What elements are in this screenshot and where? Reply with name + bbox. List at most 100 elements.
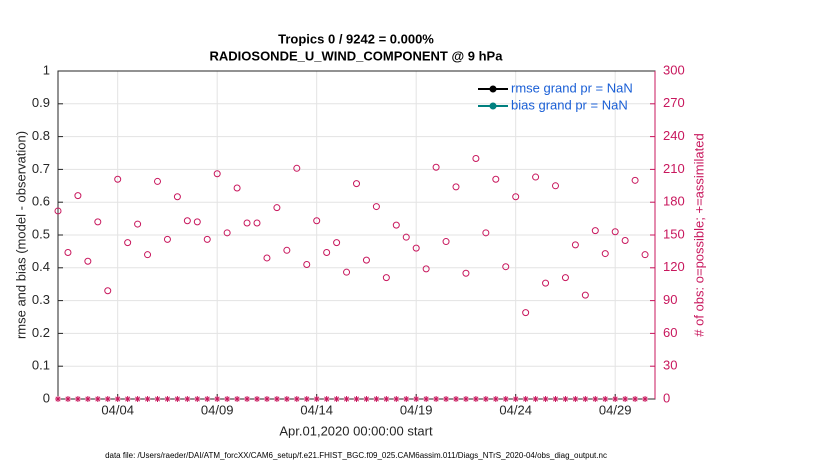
- obs-marker: [283, 246, 291, 254]
- assim-marker: [433, 396, 440, 402]
- y2-tick-label: 270: [663, 95, 685, 110]
- assim-marker: [472, 396, 479, 402]
- y2-tick-label: 0: [663, 390, 670, 405]
- y-tick-label: 0.4: [32, 259, 50, 274]
- assim-marker: [244, 396, 251, 402]
- assim-marker: [443, 396, 450, 402]
- assim-marker: [383, 396, 390, 402]
- obs-marker: [591, 227, 599, 235]
- assim-marker: [273, 396, 280, 402]
- y-tick-label: 0.6: [32, 194, 50, 209]
- assim-marker: [572, 396, 579, 402]
- obs-marker: [94, 218, 102, 226]
- y-tick-label: 0.8: [32, 128, 50, 143]
- obs-marker: [144, 251, 152, 259]
- assim-marker: [283, 396, 290, 402]
- assim-marker: [393, 396, 400, 402]
- assim-marker: [74, 396, 81, 402]
- assim-marker: [174, 396, 181, 402]
- obs-marker: [124, 239, 132, 247]
- assim-marker: [263, 396, 270, 402]
- assim-marker: [492, 396, 499, 402]
- obs-marker: [502, 263, 510, 271]
- assim-marker: [164, 396, 171, 402]
- assim-marker: [154, 396, 161, 402]
- obs-marker: [532, 173, 540, 181]
- legend-marker: [489, 85, 497, 93]
- assim-marker: [333, 396, 340, 402]
- assim-marker: [423, 396, 430, 402]
- assim-marker: [642, 396, 649, 402]
- y2-tick-label: 210: [663, 161, 685, 176]
- assim-marker: [462, 396, 469, 402]
- assim-marker: [602, 396, 609, 402]
- assim-marker: [632, 396, 639, 402]
- assim-marker: [55, 396, 61, 402]
- obs-marker: [163, 235, 171, 243]
- assim-marker: [512, 396, 519, 402]
- obs-marker: [173, 193, 181, 201]
- y2-tick-label: 90: [663, 292, 677, 307]
- assim-marker: [363, 396, 370, 402]
- x-tick-label: 04/04: [101, 402, 134, 417]
- obs-marker: [64, 248, 72, 256]
- obs-marker: [223, 229, 231, 237]
- obs-marker: [462, 269, 470, 277]
- obs-marker: [601, 250, 609, 258]
- assim-marker: [582, 396, 589, 402]
- obs-marker: [412, 244, 420, 252]
- obs-marker: [611, 228, 619, 236]
- assim-marker: [194, 396, 201, 402]
- assim-marker: [343, 396, 350, 402]
- obs-marker: [323, 248, 331, 256]
- obs-marker: [422, 265, 430, 273]
- obs-marker: [542, 279, 550, 287]
- assim-marker: [94, 396, 101, 402]
- obs-marker: [54, 207, 62, 215]
- assim-marker: [622, 396, 629, 402]
- assim-marker: [522, 396, 529, 402]
- obs-marker: [382, 274, 390, 282]
- obs-marker: [353, 180, 360, 188]
- obs-marker: [293, 164, 301, 172]
- assim-marker: [353, 396, 360, 402]
- assim-marker: [502, 396, 509, 402]
- obs-marker: [512, 193, 520, 201]
- obs-marker: [552, 182, 559, 190]
- assim-marker: [184, 396, 191, 402]
- obs-marker: [84, 257, 92, 265]
- x-tick-label: 04/19: [400, 402, 433, 417]
- obs-marker: [263, 254, 271, 262]
- obs-marker: [442, 238, 450, 246]
- obs-marker: [303, 261, 311, 269]
- y2-tick-label: 30: [663, 358, 677, 373]
- y-tick-label: 0.5: [32, 226, 50, 241]
- assim-marker: [313, 396, 320, 402]
- assim-marker: [592, 396, 599, 402]
- assim-marker: [403, 396, 410, 402]
- assim-marker: [214, 396, 221, 402]
- obs-marker: [631, 176, 639, 184]
- assim-marker: [144, 396, 151, 402]
- assim-marker: [204, 396, 211, 402]
- footnote: data file: /Users/raeder/DAI/ATM_forcXX/…: [105, 451, 607, 460]
- obs-marker: [571, 241, 579, 249]
- legend-label: bias grand pr = NaN: [511, 97, 628, 112]
- x-tick-label: 04/29: [599, 402, 632, 417]
- obs-marker: [522, 309, 530, 317]
- assim-marker: [293, 396, 300, 402]
- obs-marker: [372, 203, 380, 211]
- y-tick-label: 0.2: [32, 325, 50, 340]
- obs-marker: [154, 177, 161, 185]
- assim-marker: [104, 396, 111, 402]
- y2-tick-label: 300: [663, 62, 685, 77]
- y2-tick-label: 180: [663, 194, 685, 209]
- legend-marker: [489, 102, 497, 110]
- obs-marker: [243, 219, 251, 227]
- obs-marker: [492, 175, 500, 183]
- obs-marker: [253, 219, 261, 227]
- obs-marker: [313, 217, 321, 225]
- obs-marker: [203, 235, 211, 243]
- assim-marker: [303, 396, 310, 402]
- assim-marker: [124, 396, 131, 402]
